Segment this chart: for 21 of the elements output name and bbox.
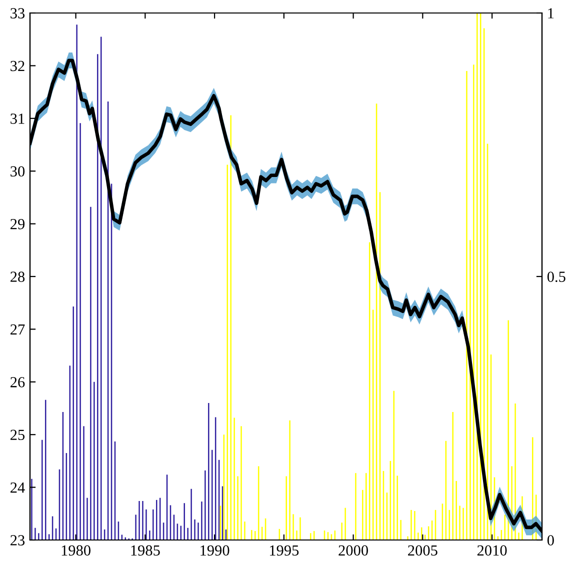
y-tick-label: 30 <box>10 166 25 177</box>
y-tick-label: 31 <box>10 114 24 124</box>
y2-tick-label: 0 <box>547 535 554 546</box>
y-tick-label: 29 <box>10 218 25 230</box>
x-tick-label: 2000 <box>338 545 368 556</box>
y-tick-label: 24 <box>10 482 25 493</box>
x-tick-label: 1980 <box>62 545 90 556</box>
y-tick-label: 25 <box>10 430 25 440</box>
x-tick-label: 1985 <box>131 545 160 556</box>
y-tick-label: 27 <box>10 324 25 334</box>
x-tick-label: 2010 <box>477 545 507 556</box>
y-tick-label: 32 <box>10 60 24 72</box>
x-tick-label: 1995 <box>270 545 299 556</box>
y2-tick-label: 1 <box>548 8 554 18</box>
y-tick-label: 23 <box>10 535 25 546</box>
y-tick-label: 26 <box>10 377 25 388</box>
y-tick-label: 33 <box>10 8 25 18</box>
y2-tick-label: 0.5 <box>547 272 566 282</box>
y-tick-label: 28 <box>10 272 25 282</box>
x-tick-label: 1990 <box>200 545 230 556</box>
x-tick-label: 2005 <box>408 545 438 556</box>
